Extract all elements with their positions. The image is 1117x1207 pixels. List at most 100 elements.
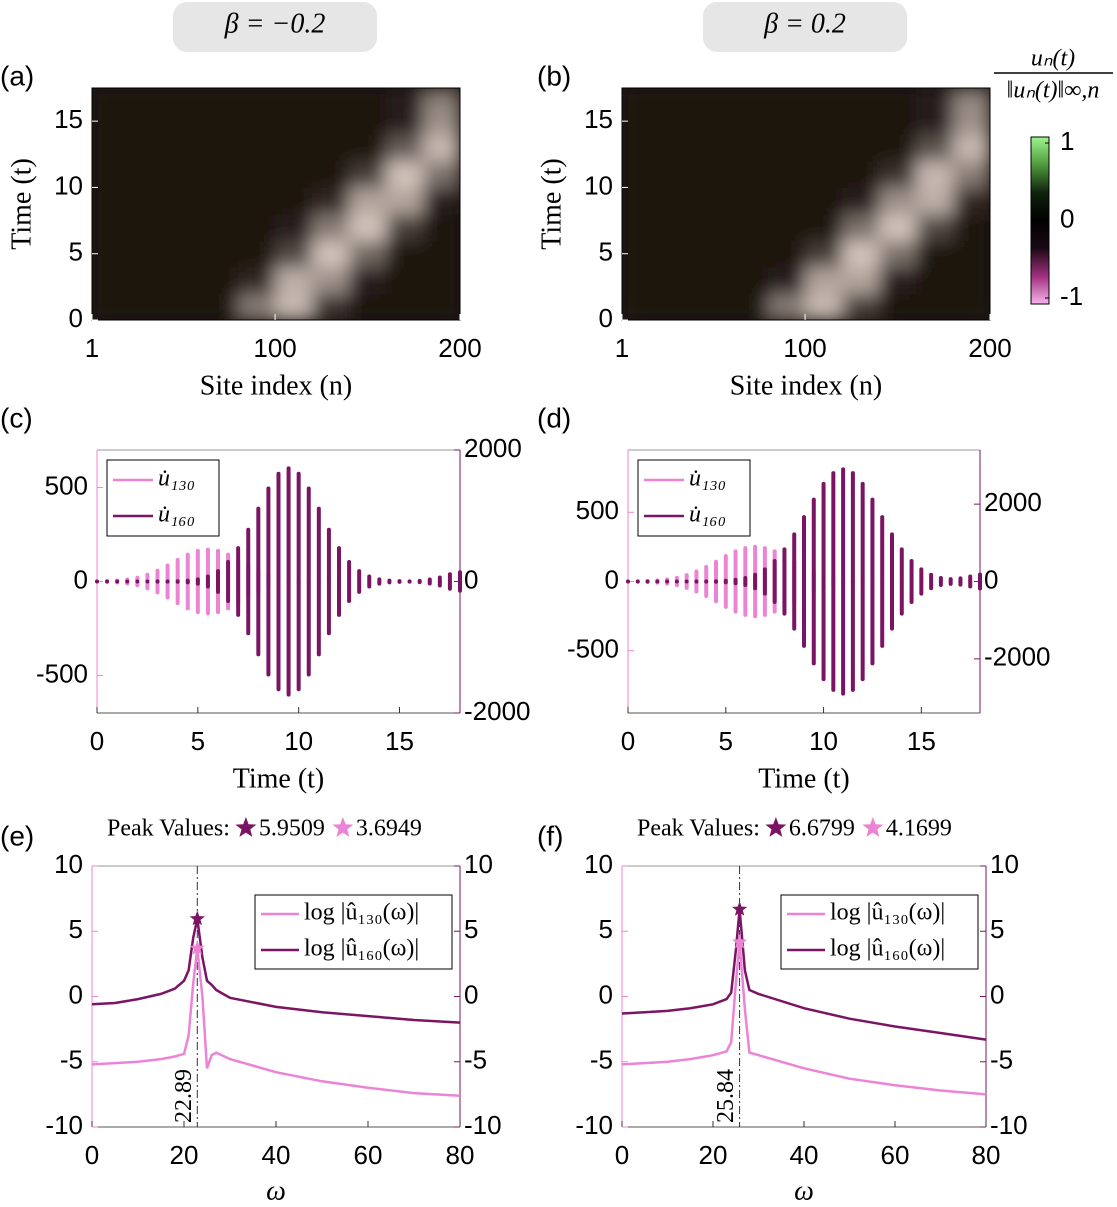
heatmap-cell <box>731 160 769 188</box>
heatmap-cell <box>127 293 165 320</box>
heatmap-cell <box>423 134 460 162</box>
legend-label: log |û₁₃₀(ω)| <box>830 900 945 926</box>
y2-tick-label: -10 <box>464 1110 502 1140</box>
heatmap-cell <box>312 266 350 294</box>
heatmap-cell <box>842 160 880 188</box>
heatmap-cell <box>386 187 424 215</box>
y-tick-label: 10 <box>584 170 613 200</box>
heatmap-cell <box>349 293 387 320</box>
heatmap-cell <box>879 88 917 109</box>
heatmap-cells <box>92 88 460 320</box>
heatmap-cell <box>423 213 460 241</box>
panel-label: (a) <box>0 60 34 91</box>
y-tick-label: 0 <box>69 303 83 333</box>
peak-x-label: 22.89 <box>171 1069 197 1123</box>
heatmap-cell <box>842 134 880 162</box>
heatmap-cell <box>842 107 880 135</box>
heatmap-cell <box>92 293 128 320</box>
heatmap-cell <box>768 160 806 188</box>
heatmap-cell <box>842 88 880 109</box>
heatmap-cell <box>805 88 843 109</box>
heatmap-cell <box>164 107 202 135</box>
heatmap-cell <box>657 213 695 241</box>
y-tick-label: 10 <box>54 849 83 879</box>
x-tick-label: 0 <box>621 726 635 756</box>
heatmap-cell <box>127 187 165 215</box>
heatmap-cell <box>238 213 276 241</box>
heatmap-cell <box>916 266 954 294</box>
heatmap-cell <box>92 213 128 241</box>
column-title-box <box>703 2 907 52</box>
heatmap-cell <box>622 266 658 294</box>
heatmap-cell <box>164 240 202 268</box>
heatmap-cell <box>622 213 658 241</box>
heatmap-cell <box>694 107 732 135</box>
heatmap-cell <box>238 160 276 188</box>
heatmap-cell <box>275 88 313 109</box>
heatmap-cell <box>953 160 990 188</box>
heatmap-cell <box>386 213 424 241</box>
heatmap-cell <box>275 160 313 188</box>
heatmap-cell <box>92 88 128 109</box>
heatmap-cell <box>164 266 202 294</box>
plot-frame <box>91 87 461 321</box>
heatmap-cell <box>805 134 843 162</box>
heatmap-cell <box>731 187 769 215</box>
heatmap-cell <box>953 107 990 135</box>
heatmap-cell <box>201 187 239 215</box>
title-star <box>235 817 257 837</box>
legend-label: u̇₁₃₀ <box>689 466 726 492</box>
heatmap-cell <box>127 160 165 188</box>
heatmap-cell <box>386 240 424 268</box>
heatmap-cell <box>916 88 954 109</box>
heatmap-cell <box>657 293 695 320</box>
peak-value: 5.9509 <box>259 816 325 842</box>
chart-title: Peak Values: <box>107 816 230 842</box>
peak-value: 4.1699 <box>886 816 952 842</box>
panel-label: (f) <box>537 820 563 851</box>
heatmap-cell <box>386 160 424 188</box>
heatmap-cell <box>768 187 806 215</box>
heatmap-cell <box>879 134 917 162</box>
x-tick-label: 80 <box>446 1140 475 1170</box>
heatmap-cell <box>657 160 695 188</box>
peak-marker <box>732 901 748 916</box>
legend-label: u̇₁₆₀ <box>158 502 195 528</box>
y2-tick-label: -2000 <box>464 696 531 726</box>
heatmap-cell <box>349 240 387 268</box>
panel-label: (c) <box>0 402 33 433</box>
heatmap-cell <box>842 240 880 268</box>
heatmap-cell <box>805 213 843 241</box>
heatmap-cell <box>805 293 843 320</box>
colorbar-label: ‖uₙ(t)‖∞,n <box>1007 78 1100 104</box>
x-tick-label: 100 <box>783 333 826 363</box>
heatmap-cell <box>622 160 658 188</box>
heatmap-cell <box>127 107 165 135</box>
heatmap-cell <box>622 187 658 215</box>
heatmap-cell <box>879 266 917 294</box>
y2-tick-label: 0 <box>464 564 478 594</box>
y2-tick-label: -10 <box>990 1110 1028 1140</box>
x-axis-label: Time (t) <box>233 763 325 794</box>
heatmap-cell <box>694 134 732 162</box>
y2-tick-label: -5 <box>990 1045 1013 1075</box>
spectrum-line <box>91 948 461 1097</box>
x-tick-label: 0 <box>85 1140 99 1170</box>
heatmap-cell <box>657 107 695 135</box>
heatmap-cell <box>768 107 806 135</box>
y-tick-label: 0 <box>599 979 613 1009</box>
heatmap-cell <box>423 266 460 294</box>
x-tick-label: 60 <box>354 1140 383 1170</box>
x-axis-label: Site index (n) <box>200 370 352 401</box>
heatmap-cell <box>201 160 239 188</box>
heatmap-cell <box>731 240 769 268</box>
heatmap-cell <box>386 293 424 320</box>
peak-value: 3.6949 <box>356 816 422 842</box>
heatmap-cell <box>916 187 954 215</box>
heatmap-cell <box>201 293 239 320</box>
heatmap-cell <box>201 134 239 162</box>
x-tick-label: 80 <box>972 1140 1001 1170</box>
heatmap-cell <box>386 266 424 294</box>
heatmap-cell <box>731 213 769 241</box>
heatmap-cell <box>275 266 313 294</box>
